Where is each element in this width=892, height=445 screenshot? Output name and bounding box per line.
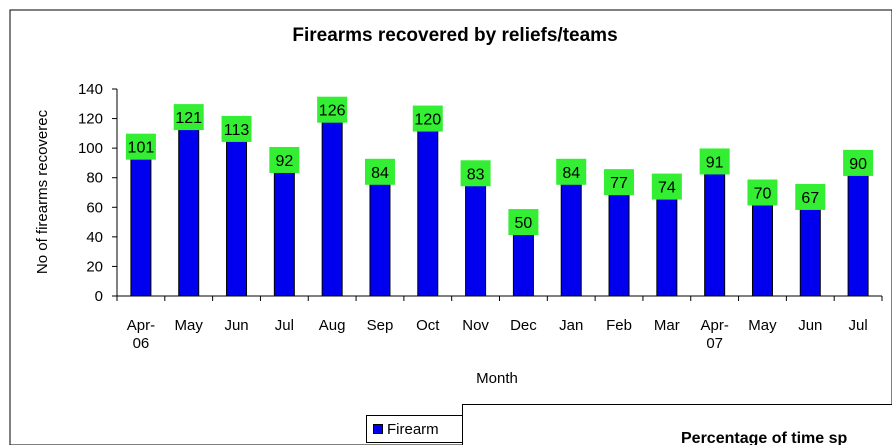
x-tick-label: Jul (275, 317, 294, 334)
data-label-box (699, 148, 730, 175)
data-label: 121 (175, 110, 202, 127)
x-tick-label: May (175, 317, 204, 334)
data-label: 91 (706, 154, 724, 171)
bar (608, 181, 630, 297)
x-tick-label: 06 (133, 335, 150, 352)
bar (560, 171, 582, 297)
x-tick-label: Jun (224, 317, 248, 334)
data-label: 90 (849, 156, 867, 173)
y-tick-label: 140 (78, 81, 103, 98)
data-label: 77 (610, 175, 628, 192)
data-label-box (843, 149, 874, 176)
data-label: 70 (754, 186, 772, 203)
data-label: 67 (801, 190, 819, 207)
y-tick-label: 40 (86, 229, 103, 246)
data-label-box (651, 173, 682, 200)
x-tick-label: 07 (706, 335, 723, 352)
bar (130, 146, 152, 297)
data-label: 92 (275, 153, 293, 170)
bar (178, 116, 200, 297)
overlay-chart-title: Percentage of time sp (681, 430, 848, 445)
x-tick-label: Apr- (700, 317, 728, 334)
data-label-box (317, 96, 348, 123)
data-label: 113 (224, 122, 250, 139)
x-axis-title: Month (476, 370, 518, 387)
x-tick-label: Mar (654, 317, 680, 334)
bar (465, 172, 487, 297)
y-tick-label: 80 (86, 170, 103, 187)
data-label: 50 (515, 215, 533, 232)
bar (751, 192, 773, 297)
data-label-box (364, 158, 395, 185)
data-label-box (173, 104, 204, 131)
data-label: 84 (371, 165, 389, 182)
bar (273, 159, 295, 297)
y-tick-label: 100 (78, 140, 103, 157)
data-label: 126 (319, 103, 346, 120)
bar (226, 128, 248, 297)
x-tick-label: May (748, 317, 777, 334)
y-axis-title: No of firearms recoverec (34, 109, 51, 274)
data-label-box (795, 183, 826, 210)
x-tick-label: Jun (798, 317, 822, 334)
data-label: 101 (128, 140, 155, 157)
data-label-box (460, 160, 491, 187)
data-label-box (269, 146, 300, 173)
legend: Firearm (366, 415, 476, 443)
data-label: 120 (414, 112, 441, 129)
bar (704, 160, 726, 297)
bar (656, 186, 678, 297)
chart-title: Firearms recovered by reliefs/teams (292, 25, 617, 46)
x-tick-label: Nov (462, 317, 489, 334)
bar (847, 162, 869, 297)
x-tick-label: Dec (510, 317, 537, 334)
x-tick-label: Jan (559, 317, 583, 334)
y-tick-label: 20 (86, 258, 103, 275)
data-label: 83 (467, 166, 485, 183)
x-tick-label: Jul (849, 317, 868, 334)
y-tick-label: 0 (95, 288, 103, 305)
x-tick-label: Apr- (127, 317, 155, 334)
data-label: 74 (658, 180, 676, 197)
data-label-box (747, 179, 778, 206)
data-label-box (508, 209, 539, 236)
y-tick-label: 60 (86, 199, 103, 216)
data-label-box (125, 133, 156, 160)
x-tick-label: Aug (319, 317, 346, 334)
data-label-box (556, 158, 587, 185)
data-label-box (412, 105, 443, 132)
data-label-box (604, 169, 635, 196)
bar (417, 118, 439, 297)
overlay-chart: Percentage of time sp (462, 404, 892, 445)
x-tick-label: Sep (367, 317, 394, 334)
data-label: 84 (562, 165, 580, 182)
bar (321, 109, 343, 297)
data-label-box (221, 115, 252, 142)
x-tick-label: Feb (606, 317, 632, 334)
legend-swatch (373, 424, 383, 434)
plot-area: 020406080100120140101Apr-06121May113Jun9… (78, 81, 883, 352)
legend-label: Firearm (387, 420, 439, 438)
chart-border (9, 9, 892, 445)
bar (799, 196, 821, 297)
bar (369, 171, 391, 297)
y-tick-label: 120 (78, 111, 103, 128)
x-tick-label: Oct (416, 317, 440, 334)
